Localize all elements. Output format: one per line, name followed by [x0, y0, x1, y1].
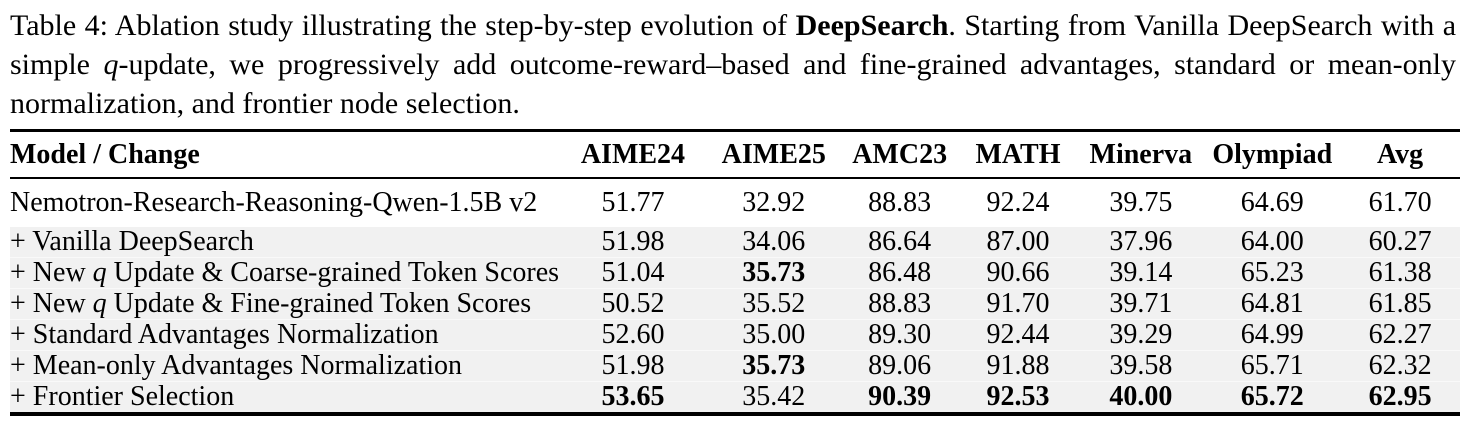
score-cell: 88.83 [840, 178, 959, 227]
model-label-italic: q [92, 257, 107, 288]
score-cell: 91.88 [958, 350, 1078, 382]
score-cell: 92.53 [958, 381, 1078, 416]
model-cell: + Mean-only Advantages Normalization [10, 350, 560, 382]
table-row-base-model: Nemotron-Research-Reasoning-Qwen-1.5B v2… [10, 178, 1460, 227]
score-cell: 39.58 [1077, 350, 1205, 382]
model-label: Nemotron-Research-Reasoning-Qwen-1.5B v2 [10, 187, 538, 218]
model-cell: Nemotron-Research-Reasoning-Qwen-1.5B v2 [10, 178, 560, 227]
table-header: Model / Change AIME24 AIME25 AMC23 MATH … [10, 129, 1460, 179]
score-cell: 65.71 [1204, 350, 1341, 382]
score-cell: 87.00 [958, 226, 1078, 258]
table-caption: Table 4: Ablation study illustrating the… [0, 0, 1470, 123]
score-cell: 64.81 [1204, 288, 1341, 320]
score-cell: 86.48 [840, 257, 959, 289]
column-header-olympiad: Olympiad [1204, 129, 1341, 179]
caption-text-2: . Starting from Vanilla DeepSearch with … [10, 9, 1457, 81]
score-cell: 62.95 [1340, 381, 1460, 416]
score-cell: 60.27 [1340, 226, 1460, 258]
column-header-minerva: Minerva [1077, 129, 1205, 179]
score-cell: 91.70 [958, 288, 1078, 320]
table-row-coarse-grained: + New q Update & Coarse-grained Token Sc… [10, 257, 1460, 289]
score-cell: 64.69 [1204, 178, 1341, 227]
score-cell: 92.24 [958, 178, 1078, 227]
score-cell: 35.42 [706, 381, 841, 416]
score-cell: 51.98 [559, 226, 707, 258]
model-label: + New [10, 288, 93, 319]
column-header-amc23: AMC23 [840, 129, 959, 179]
score-cell: 52.60 [559, 319, 707, 351]
model-cell: + Vanilla DeepSearch [10, 226, 560, 258]
caption-text-3: -update, we progressively add outcome-re… [10, 48, 1456, 120]
model-cell: + Standard Advantages Normalization [10, 319, 560, 351]
model-label-italic: q [92, 288, 107, 319]
table-row-fine-grained: + New q Update & Fine-grained Token Scor… [10, 288, 1460, 320]
model-cell: + Frontier Selection [10, 381, 560, 416]
column-header-model-change: Model / Change [10, 129, 560, 179]
score-cell: 65.23 [1204, 257, 1341, 289]
score-cell: 39.75 [1077, 178, 1205, 227]
score-cell: 62.32 [1340, 350, 1460, 382]
score-cell: 61.70 [1340, 178, 1460, 227]
caption-text-1: Table 4: Ablation study illustrating the… [10, 9, 796, 42]
score-cell: 40.00 [1077, 381, 1205, 416]
score-cell: 86.64 [840, 226, 959, 258]
model-label: + Mean-only Advantages Normalization [10, 350, 463, 381]
score-cell: 35.73 [706, 350, 841, 382]
score-cell: 64.00 [1204, 226, 1341, 258]
table-row-standard-normalization: + Standard Advantages Normalization 52.6… [10, 319, 1460, 351]
score-cell: 39.29 [1077, 319, 1205, 351]
column-header-math: MATH [958, 129, 1078, 179]
score-cell: 35.52 [706, 288, 841, 320]
score-cell: 62.27 [1340, 319, 1460, 351]
score-cell: 51.77 [559, 178, 707, 227]
score-cell: 35.73 [706, 257, 841, 289]
score-cell: 51.04 [559, 257, 707, 289]
score-cell: 37.96 [1077, 226, 1205, 258]
score-cell: 39.71 [1077, 288, 1205, 320]
table-row-mean-only-normalization: + Mean-only Advantages Normalization 51.… [10, 350, 1460, 382]
model-label: + Vanilla DeepSearch [10, 226, 254, 257]
score-cell: 32.92 [706, 178, 841, 227]
column-header-avg: Avg [1340, 129, 1460, 179]
model-cell: + New q Update & Fine-grained Token Scor… [10, 288, 560, 320]
score-cell: 61.85 [1340, 288, 1460, 320]
score-cell: 88.83 [840, 288, 959, 320]
ablation-results-table: Model / Change AIME24 AIME25 AMC23 MATH … [10, 129, 1460, 416]
score-cell: 34.06 [706, 226, 841, 258]
score-cell: 50.52 [559, 288, 707, 320]
score-cell: 35.00 [706, 319, 841, 351]
caption-italic-q: q [103, 48, 119, 81]
model-label-post: Update & Coarse-grained Token Scores [106, 257, 560, 288]
header-row: Model / Change AIME24 AIME25 AMC23 MATH … [10, 129, 1460, 179]
score-cell: 89.30 [840, 319, 959, 351]
score-cell: 89.06 [840, 350, 959, 382]
score-cell: 61.38 [1340, 257, 1460, 289]
caption-bold-deepsearch: DeepSearch [795, 9, 949, 42]
table-row-vanilla-deepsearch: + Vanilla DeepSearch 51.98 34.06 86.64 8… [10, 226, 1460, 258]
model-cell: + New q Update & Coarse-grained Token Sc… [10, 257, 560, 289]
model-label: + Frontier Selection [10, 381, 235, 412]
score-cell: 92.44 [958, 319, 1078, 351]
score-cell: 39.14 [1077, 257, 1205, 289]
table-row-frontier-selection: + Frontier Selection 53.65 35.42 90.39 9… [10, 381, 1460, 416]
model-label: + Standard Advantages Normalization [10, 319, 439, 350]
score-cell: 51.98 [559, 350, 707, 382]
score-cell: 65.72 [1204, 381, 1341, 416]
score-cell: 90.39 [840, 381, 959, 416]
column-header-aime24: AIME24 [559, 129, 707, 179]
table-body: Nemotron-Research-Reasoning-Qwen-1.5B v2… [10, 178, 1460, 416]
model-label-post: Update & Fine-grained Token Scores [106, 288, 532, 319]
model-label: + New [10, 257, 93, 288]
score-cell: 53.65 [559, 381, 707, 416]
column-header-aime25: AIME25 [706, 129, 841, 179]
score-cell: 64.99 [1204, 319, 1341, 351]
score-cell: 90.66 [958, 257, 1078, 289]
